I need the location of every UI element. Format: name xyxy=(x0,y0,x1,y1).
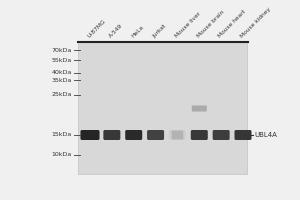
Text: 15kDa: 15kDa xyxy=(52,132,72,138)
Text: 25kDa: 25kDa xyxy=(52,92,72,98)
Text: Mouse heart: Mouse heart xyxy=(218,9,247,39)
Text: Mouse liver: Mouse liver xyxy=(174,11,202,39)
FancyBboxPatch shape xyxy=(80,130,100,140)
Bar xyxy=(148,130,163,140)
Bar xyxy=(82,130,98,140)
Text: Mouse kidney: Mouse kidney xyxy=(239,7,272,39)
Text: Mouse brain: Mouse brain xyxy=(196,10,225,39)
FancyBboxPatch shape xyxy=(235,130,251,140)
FancyBboxPatch shape xyxy=(213,130,230,140)
Bar xyxy=(105,130,119,140)
FancyBboxPatch shape xyxy=(169,130,186,140)
FancyBboxPatch shape xyxy=(172,130,183,140)
FancyBboxPatch shape xyxy=(147,130,164,140)
Bar xyxy=(79,43,247,174)
Text: 35kDa: 35kDa xyxy=(52,77,72,82)
Text: 55kDa: 55kDa xyxy=(52,58,72,62)
Text: Jurkat: Jurkat xyxy=(152,23,168,39)
Bar xyxy=(236,130,250,140)
Bar xyxy=(214,130,228,140)
Text: 40kDa: 40kDa xyxy=(52,71,72,75)
FancyBboxPatch shape xyxy=(125,130,142,140)
Bar xyxy=(192,130,206,140)
Text: U-87MG: U-87MG xyxy=(86,19,107,39)
FancyBboxPatch shape xyxy=(192,106,207,112)
Text: 70kDa: 70kDa xyxy=(52,47,72,52)
Text: HeLa: HeLa xyxy=(130,25,144,39)
Text: 10kDa: 10kDa xyxy=(52,152,72,158)
FancyBboxPatch shape xyxy=(103,130,120,140)
Bar xyxy=(78,42,248,175)
Text: UBL4A: UBL4A xyxy=(254,132,277,138)
FancyBboxPatch shape xyxy=(191,130,208,140)
Bar xyxy=(127,130,141,140)
Text: A-549: A-549 xyxy=(108,23,124,39)
